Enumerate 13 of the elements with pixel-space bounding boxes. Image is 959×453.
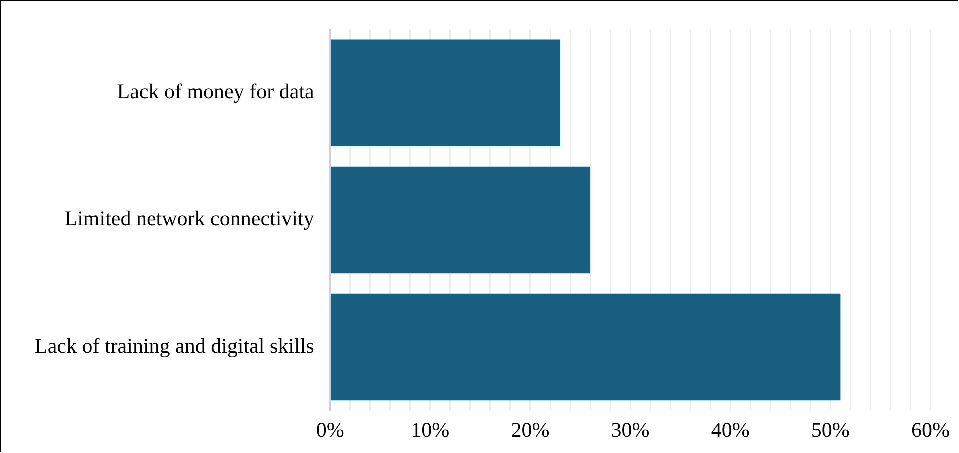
y-tick-label: Lack of money for data — [117, 80, 316, 104]
x-tick-label: 40% — [711, 418, 750, 442]
y-tick-label: Lack of training and digital skills — [35, 334, 314, 358]
bar — [331, 166, 591, 274]
x-tick-label: 10% — [411, 418, 450, 442]
x-tick-label: 50% — [811, 418, 850, 442]
x-tick-label: 0% — [316, 418, 344, 442]
x-tick-label: 20% — [511, 418, 550, 442]
x-tick-label: 30% — [611, 418, 650, 442]
y-tick-label: Limited network connectivity — [64, 206, 315, 231]
bar — [331, 294, 841, 401]
x-tick-label: 60% — [912, 418, 950, 442]
bar — [331, 40, 561, 146]
